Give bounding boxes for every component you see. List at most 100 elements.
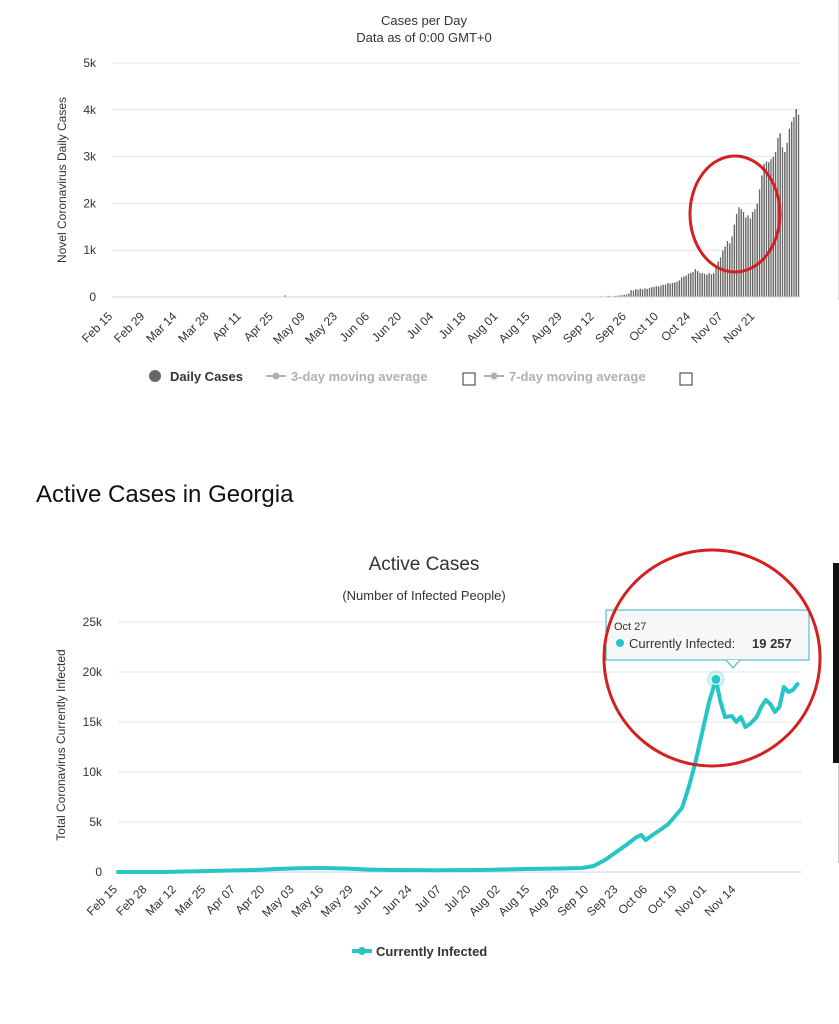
legend-3day-label: 3-day moving average xyxy=(291,369,428,384)
daily-cases-bar[interactable] xyxy=(747,214,750,298)
chart1-x-tick-label: Nov 07 xyxy=(689,309,726,346)
daily-cases-bar[interactable] xyxy=(657,286,660,298)
chart2-x-tick-label: Mar 12 xyxy=(143,882,180,919)
legend-currently-infected[interactable]: Currently Infected xyxy=(352,944,487,959)
daily-cases-bar[interactable] xyxy=(719,257,722,298)
chart1-x-tick-label: Feb 15 xyxy=(79,309,116,346)
daily-cases-bar[interactable] xyxy=(682,276,685,298)
daily-cases-bar[interactable] xyxy=(676,281,678,298)
daily-cases-bar[interactable] xyxy=(648,287,651,298)
chart2-y-tick-label: 0 xyxy=(95,865,102,879)
daily-cases-bar[interactable] xyxy=(655,285,658,298)
daily-cases-bar[interactable] xyxy=(687,273,690,298)
daily-cases-bar[interactable] xyxy=(740,208,743,298)
daily-cases-bar[interactable] xyxy=(786,142,789,298)
tooltip: Oct 27 Currently Infected: 19 257 xyxy=(605,609,810,669)
daily-cases-bar[interactable] xyxy=(735,213,738,298)
daily-cases-bar[interactable] xyxy=(749,218,752,298)
daily-cases-bar[interactable] xyxy=(767,162,770,298)
daily-cases-bar[interactable] xyxy=(639,288,642,298)
daily-cases-bar[interactable] xyxy=(634,288,637,298)
daily-cases-bar[interactable] xyxy=(731,236,734,298)
page-edge-scrollbar[interactable] xyxy=(833,563,839,763)
daily-cases-bar[interactable] xyxy=(710,273,713,298)
daily-cases-bar[interactable] xyxy=(669,283,672,298)
chart1-x-tick-label: May 23 xyxy=(302,309,340,347)
daily-cases-bar[interactable] xyxy=(783,151,786,298)
daily-cases-bar[interactable] xyxy=(705,274,708,298)
chart1-y-tick-label: 4k xyxy=(83,103,97,117)
daily-cases-bar[interactable] xyxy=(715,266,717,298)
daily-cases-bar[interactable] xyxy=(627,293,630,298)
daily-cases-bar[interactable] xyxy=(726,240,729,298)
daily-cases-bar[interactable] xyxy=(790,121,793,298)
daily-cases-bar[interactable] xyxy=(671,282,674,298)
hover-point-marker[interactable] xyxy=(710,673,722,685)
daily-cases-bar[interactable] xyxy=(694,268,697,298)
daily-cases-bar[interactable] xyxy=(792,116,795,298)
daily-cases-bar[interactable] xyxy=(781,147,784,298)
daily-cases-bar[interactable] xyxy=(760,175,763,298)
daily-cases-bar[interactable] xyxy=(641,289,644,298)
chart1-x-tick-label: Sep 12 xyxy=(560,309,597,346)
daily-cases-bar[interactable] xyxy=(708,272,711,298)
daily-cases-bar[interactable] xyxy=(742,211,745,298)
daily-cases-bar[interactable] xyxy=(772,156,775,298)
section-heading: Active Cases in Georgia xyxy=(36,481,294,508)
daily-cases-bar[interactable] xyxy=(698,272,701,298)
daily-cases-bar[interactable] xyxy=(653,286,656,298)
daily-cases-bar[interactable] xyxy=(689,272,692,298)
daily-cases-bar[interactable] xyxy=(763,163,766,298)
legend-daily-cases[interactable]: Daily Cases xyxy=(149,369,243,384)
chart2-x-tick-label: Aug 15 xyxy=(496,882,533,919)
daily-cases-bar[interactable] xyxy=(712,272,715,298)
daily-cases-bar[interactable] xyxy=(678,279,681,298)
daily-cases-bar[interactable] xyxy=(666,282,669,298)
daily-cases-bar[interactable] xyxy=(632,290,635,298)
daily-cases-bar[interactable] xyxy=(744,217,747,298)
daily-cases-bar[interactable] xyxy=(650,287,653,298)
daily-cases-bar[interactable] xyxy=(753,208,756,298)
daily-cases-bar[interactable] xyxy=(662,284,665,298)
daily-cases-bar[interactable] xyxy=(664,284,667,298)
daily-cases-bar[interactable] xyxy=(685,275,688,298)
chart1-x-tick-label: Aug 29 xyxy=(528,309,565,346)
daily-cases-bar[interactable] xyxy=(795,108,798,298)
daily-cases-bar[interactable] xyxy=(630,289,633,298)
daily-cases-bar[interactable] xyxy=(721,250,724,298)
daily-cases-bar[interactable] xyxy=(701,272,704,298)
legend-3day-average[interactable]: 3-day moving average xyxy=(266,369,428,384)
daily-cases-bar[interactable] xyxy=(788,128,791,298)
chart2-x-tick-label: Feb 15 xyxy=(84,882,121,919)
tooltip-value: 19 257 xyxy=(752,636,792,651)
daily-cases-bar[interactable] xyxy=(797,114,800,298)
legend-currently-infected-marker xyxy=(358,947,366,955)
chart1-x-tick-label: Aug 01 xyxy=(464,309,501,346)
currently-infected-line[interactable] xyxy=(116,677,800,874)
legend-7day-checkbox[interactable] xyxy=(679,372,693,386)
daily-cases-bar[interactable] xyxy=(692,271,695,298)
daily-cases-bar[interactable] xyxy=(758,189,761,298)
chart2-y-axis-title: Total Coronavirus Currently Infected xyxy=(54,649,68,840)
chart1-x-tick-label: Jul 04 xyxy=(404,309,437,342)
daily-cases-bar[interactable] xyxy=(733,224,736,298)
daily-cases-bar[interactable] xyxy=(680,277,683,298)
daily-cases-bar[interactable] xyxy=(646,288,649,298)
chart1-x-tick-label: May 09 xyxy=(270,309,308,347)
daily-cases-bar[interactable] xyxy=(703,273,706,298)
daily-cases-bar[interactable] xyxy=(659,285,662,298)
daily-cases-bar[interactable] xyxy=(765,161,768,298)
daily-cases-bar[interactable] xyxy=(696,270,699,298)
chart2-x-tick-label: Mar 25 xyxy=(172,882,209,919)
legend-7day-average[interactable]: 7-day moving average xyxy=(484,369,646,384)
daily-cases-bar[interactable] xyxy=(751,211,754,298)
daily-cases-bar[interactable] xyxy=(673,282,676,298)
legend-3day-checkbox[interactable] xyxy=(462,372,476,386)
daily-cases-bar[interactable] xyxy=(774,151,777,298)
daily-cases-bar[interactable] xyxy=(756,203,759,298)
daily-cases-bar[interactable] xyxy=(643,287,646,298)
daily-cases-bar[interactable] xyxy=(737,206,740,298)
daily-cases-bar[interactable] xyxy=(637,289,640,298)
annotation-circle xyxy=(688,154,782,274)
chart2-title: Active Cases xyxy=(369,554,480,575)
